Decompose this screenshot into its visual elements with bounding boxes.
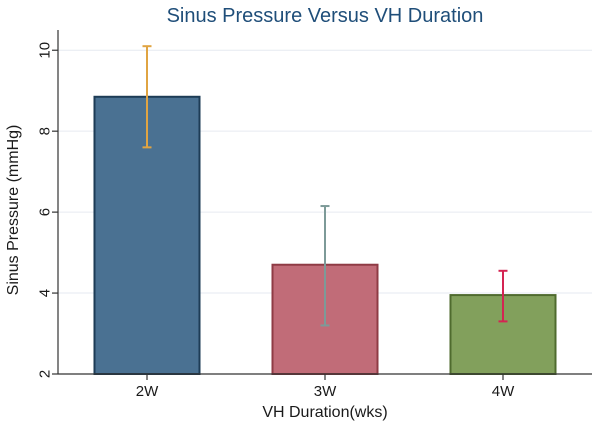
y-tick-label: 10 (36, 42, 53, 59)
x-ticks: 2W 3W 4W (136, 374, 515, 400)
error-bar-2w (142, 45, 152, 149)
error-bar-4w (498, 269, 508, 323)
error-bar-3w (320, 205, 330, 327)
y-ticks: 2 4 6 8 10 (36, 42, 58, 378)
y-axis-label: Sinus Pressure (mmHg) (5, 125, 22, 296)
y-tick-label: 2 (36, 370, 53, 378)
y-tick-label: 6 (36, 208, 53, 216)
error-bars (142, 45, 508, 327)
x-tick-label: 2W (136, 383, 159, 400)
x-axis-label: VH Duration(wks) (262, 404, 387, 421)
y-tick-label: 8 (36, 127, 53, 135)
y-tick-label: 4 (36, 289, 53, 297)
x-tick-label: 3W (314, 383, 337, 400)
x-tick-label: 4W (492, 383, 515, 400)
chart-title: Sinus Pressure Versus VH Duration (167, 5, 484, 27)
